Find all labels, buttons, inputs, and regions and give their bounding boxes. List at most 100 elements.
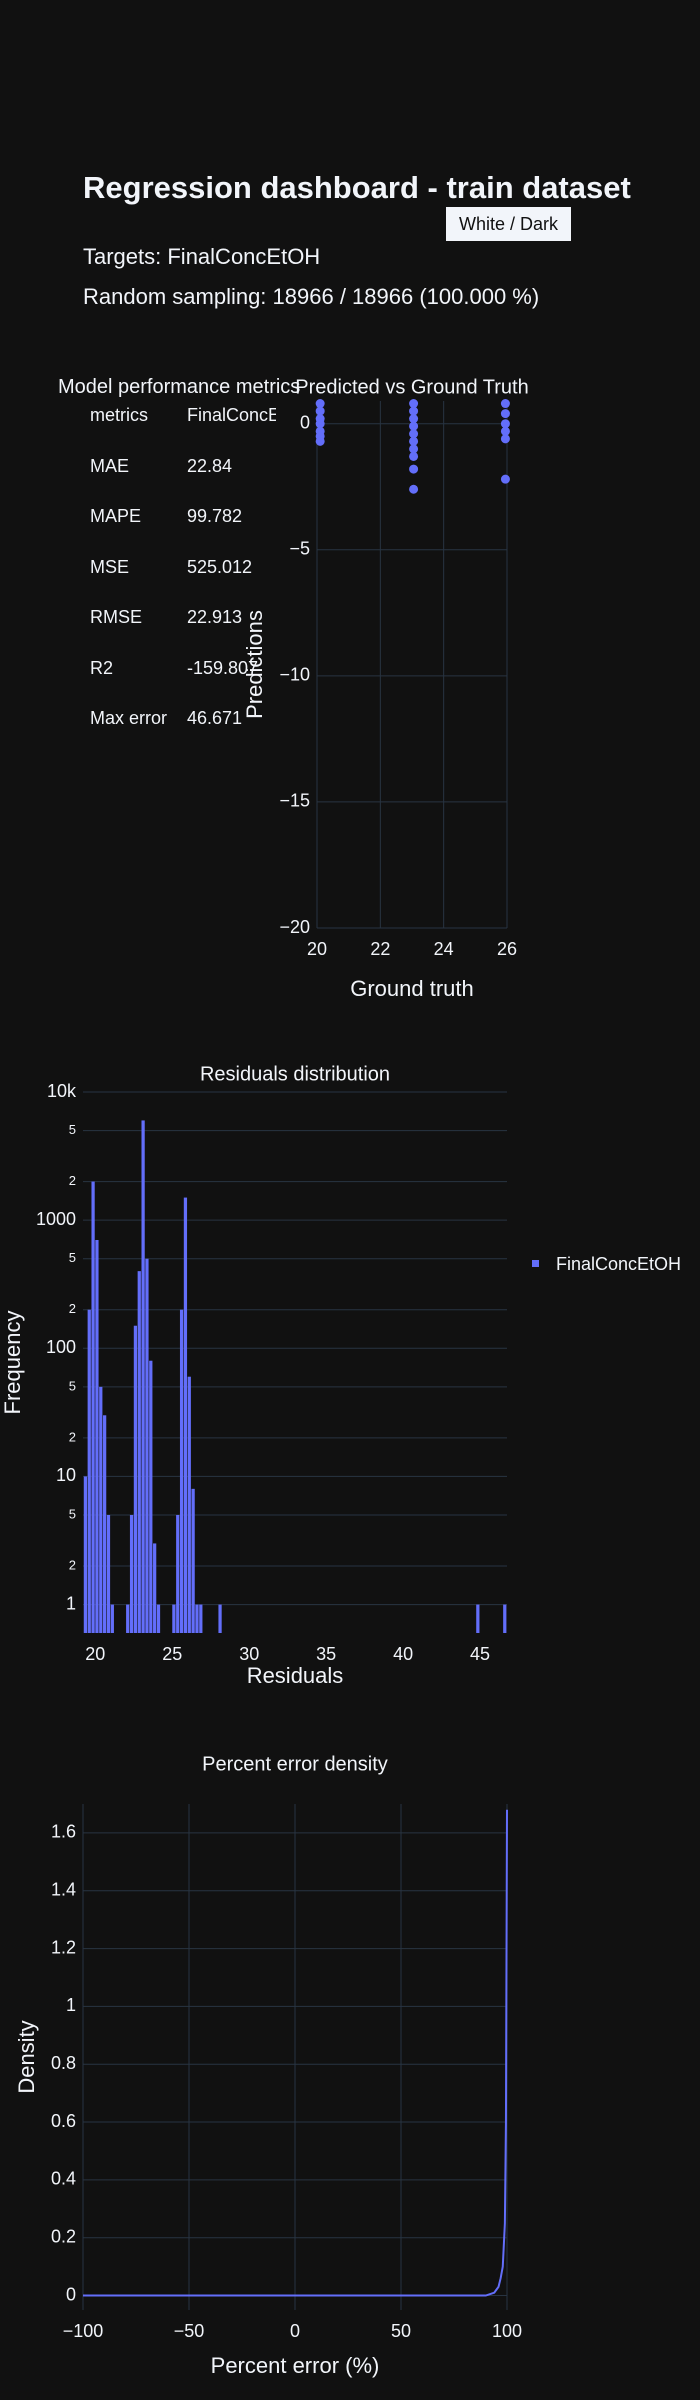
- x-tick-label: 20: [307, 939, 327, 959]
- histogram-bar: [103, 1415, 107, 1633]
- histogram-bar: [199, 1604, 203, 1633]
- chart-title: Predicted vs Ground Truth: [295, 376, 528, 398]
- y-tick-label: 5: [69, 1250, 76, 1265]
- scatter-point: [315, 419, 325, 429]
- scatter-point: [315, 436, 325, 446]
- legend-label: FinalConcEtOH: [556, 1254, 681, 1274]
- y-tick-label: 10k: [47, 1081, 77, 1101]
- scatter-point: [409, 451, 419, 461]
- y-tick-label: 100: [46, 1337, 76, 1357]
- table-title: Model performance metrics: [58, 376, 301, 398]
- x-axis-title: Percent error (%): [211, 2353, 380, 2378]
- table-cell: 46.671: [187, 708, 243, 728]
- x-tick-label: 0: [290, 2321, 300, 2341]
- scatter-point: [409, 421, 419, 431]
- table-cell: -159.807: [187, 657, 259, 678]
- histogram-bar: [172, 1604, 176, 1633]
- y-tick-label: 0.2: [51, 2226, 76, 2246]
- histogram-bar: [149, 1360, 153, 1633]
- scatter-point: [315, 406, 325, 416]
- x-tick-label: 45: [470, 1644, 490, 1664]
- y-tick-label: 5: [69, 1378, 76, 1393]
- scatter-point: [409, 406, 419, 416]
- table-cell: metrics: [90, 405, 148, 425]
- table-cell: 22.913: [187, 607, 243, 628]
- y-tick-label: 2: [69, 1173, 76, 1188]
- dashboard-title: Regression dashboard - train dataset: [83, 170, 631, 205]
- y-tick-label: 1: [66, 1995, 76, 2015]
- scatter-point: [500, 399, 510, 409]
- scatter-point: [409, 436, 419, 446]
- x-tick-label: 100: [492, 2321, 522, 2341]
- histogram-bar: [106, 1515, 111, 1633]
- legend-marker: [532, 1260, 539, 1267]
- histogram-bar: [99, 1386, 103, 1633]
- x-tick-label: 25: [162, 1644, 182, 1664]
- table-cell: RMSE: [90, 607, 143, 628]
- histogram-bar: [187, 1376, 191, 1633]
- table-cell: R2: [90, 657, 114, 678]
- scatter-point: [409, 414, 419, 424]
- y-tick-label: 0: [66, 2284, 76, 2304]
- y-tick-label: 2: [69, 1557, 76, 1572]
- x-axis-title: Residuals: [247, 1663, 344, 1688]
- x-tick-label: 24: [434, 939, 454, 959]
- histogram-bar: [137, 1271, 141, 1633]
- targets: Targets: FinalConcEtOH: [83, 244, 321, 269]
- table-cell: FinalConcEtOH: [187, 405, 276, 425]
- table-cell: 99.782: [187, 506, 243, 527]
- scatter-point: [409, 399, 419, 409]
- table-cell: 525.012: [187, 556, 253, 577]
- scatter-point: [500, 474, 510, 484]
- histogram-bar: [156, 1604, 161, 1633]
- histogram-bar: [87, 1309, 91, 1633]
- table-cell: Max error: [90, 708, 168, 728]
- sampling: Random sampling: 18966 / 18966 (100.000 …: [83, 284, 540, 309]
- x-tick-label: 40: [393, 1644, 413, 1664]
- histogram-bar: [110, 1604, 114, 1633]
- theme-toggle[interactable]: White / Dark: [446, 207, 571, 241]
- histogram-bar: [176, 1515, 180, 1633]
- y-axis-title: Frequency: [0, 1311, 25, 1415]
- y-tick-label: 1.2: [51, 1937, 76, 1957]
- y-tick-label: 1: [66, 1593, 76, 1613]
- histogram-bar: [195, 1604, 199, 1633]
- x-tick-label: −100: [63, 2321, 104, 2341]
- y-tick-label: 2: [69, 1301, 76, 1316]
- y-tick-label: 0.4: [51, 2169, 76, 2189]
- table-cell: 22.84: [187, 456, 233, 476]
- scatter-point: [409, 444, 419, 454]
- x-tick-label: 22: [370, 939, 390, 959]
- histogram-bar: [83, 1476, 88, 1633]
- chart-title: Residuals distribution: [200, 1063, 390, 1085]
- y-tick-label: 5: [69, 1506, 76, 1521]
- y-tick-label: 0.6: [51, 2111, 76, 2131]
- table-cell: MAE: [90, 456, 130, 476]
- x-tick-label: 35: [316, 1644, 336, 1664]
- scatter-point: [409, 464, 419, 474]
- y-tick-label: −5: [289, 539, 310, 559]
- scatter-point: [500, 409, 510, 419]
- chart-title: Percent error density: [202, 1753, 388, 1775]
- x-tick-label: 50: [391, 2321, 411, 2341]
- histogram-bar: [153, 1543, 157, 1633]
- x-tick-label: 30: [239, 1644, 259, 1664]
- scatter-point: [500, 434, 510, 444]
- histogram-bar: [91, 1181, 95, 1633]
- x-axis-title: Ground truth: [350, 976, 474, 1001]
- y-tick-label: −10: [279, 665, 310, 685]
- histogram-bar: [503, 1604, 507, 1633]
- histogram-bar: [95, 1239, 99, 1633]
- x-tick-label: 26: [497, 939, 517, 959]
- histogram-bar: [218, 1604, 222, 1633]
- y-tick-label: 0.8: [51, 2053, 76, 2073]
- y-tick-label: −15: [279, 791, 310, 811]
- x-tick-label: 20: [85, 1644, 105, 1664]
- y-tick-label: 10: [56, 1465, 76, 1485]
- histogram-bar: [191, 1488, 195, 1633]
- scatter-point: [409, 429, 419, 439]
- histogram-bar: [183, 1197, 188, 1633]
- table-cell: MAPE: [90, 506, 142, 527]
- density-line: [83, 1809, 508, 2297]
